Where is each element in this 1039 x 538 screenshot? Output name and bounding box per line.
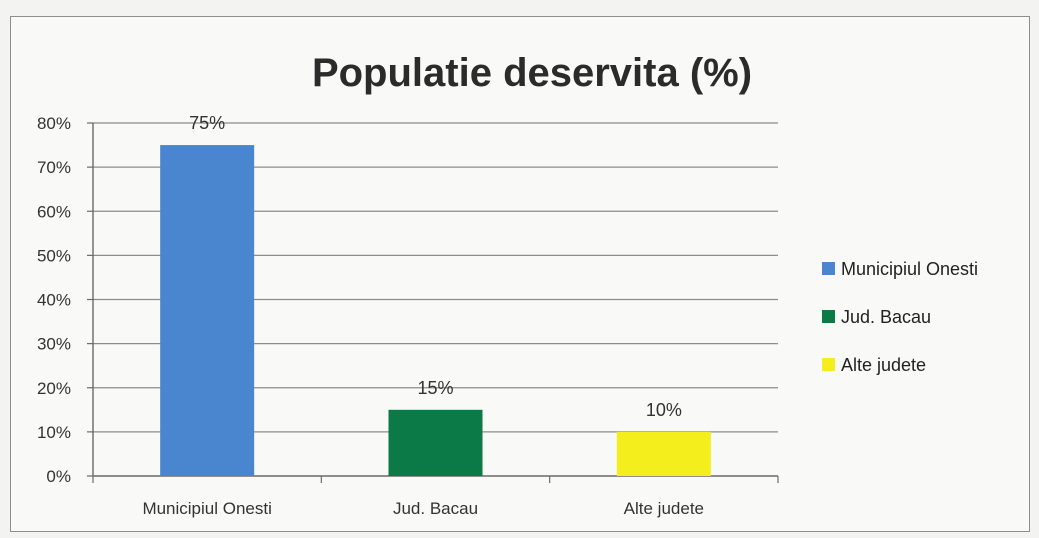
y-tick-label-10: 10% <box>37 423 71 442</box>
bar-2 <box>388 409 483 476</box>
y-tick-label-60: 60% <box>37 202 71 221</box>
legend: Municipiul Onesti Jud. Bacau Alte judete <box>822 259 978 375</box>
y-tick-label-0: 0% <box>46 467 71 486</box>
x-category-label-1: Municipiul Onesti <box>142 499 271 518</box>
y-tick-label-30: 30% <box>37 335 71 354</box>
bar-1 <box>160 145 255 476</box>
y-tick-label-80: 80% <box>37 114 71 133</box>
y-tick-labels: 0% 10% 20% 30% 40% 50% 60% 70% 80% <box>37 114 71 486</box>
chart-title: Populatie deservita (%) <box>312 51 752 95</box>
data-labels: 75% 15% 10% <box>189 113 682 420</box>
legend-swatch-1 <box>822 262 835 275</box>
y-tick-label-50: 50% <box>37 246 71 265</box>
y-tick-label-40: 40% <box>37 291 71 310</box>
data-label-3: 10% <box>646 400 682 420</box>
x-category-labels: Municipiul Onesti Jud. Bacau Alte judete <box>142 499 704 518</box>
legend-label-1: Municipiul Onesti <box>841 259 978 279</box>
legend-label-2: Jud. Bacau <box>841 307 931 327</box>
legend-label-3: Alte judete <box>841 355 926 375</box>
y-tick-label-70: 70% <box>37 158 71 177</box>
data-label-1: 75% <box>189 113 225 133</box>
x-category-label-3: Alte judete <box>624 499 704 518</box>
data-label-2: 15% <box>417 378 453 398</box>
legend-swatch-2 <box>822 310 835 323</box>
bar-3 <box>616 431 711 476</box>
legend-swatch-3 <box>822 358 835 371</box>
y-tick-label-20: 20% <box>37 379 71 398</box>
bars <box>160 145 711 476</box>
x-category-label-2: Jud. Bacau <box>393 499 478 518</box>
